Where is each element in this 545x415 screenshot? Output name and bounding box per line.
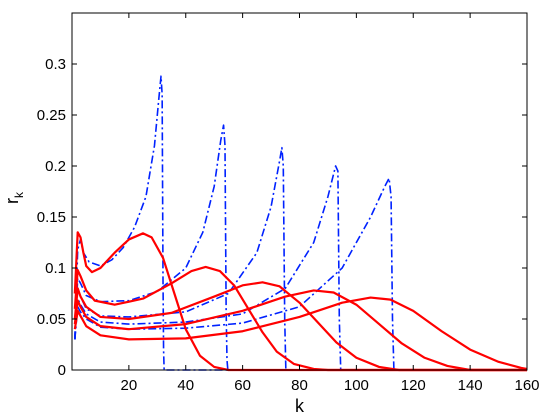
x-tick-label: 120 (401, 377, 426, 394)
y-axis-label: rk (2, 191, 26, 204)
y-tick-label: 0.1 (45, 260, 66, 277)
y-tick-label: 0.05 (37, 311, 66, 328)
tick-layer: 20 40 60 80 100 120 140 160 0 0.05 0.1 0.15 0.2 0.25 0… (37, 13, 540, 394)
y-tick-label: 0 (58, 362, 66, 379)
solid-series-line-6 (73, 231, 527, 372)
y-tick-label: 0.3 (45, 56, 66, 73)
x-tick-label: 140 (458, 377, 483, 394)
y-tick-label: 0.2 (45, 158, 66, 175)
dashdot-series-line-5 (74, 177, 527, 371)
y-axis-label-main: r (2, 198, 22, 204)
solid-series-line-7 (73, 265, 527, 372)
x-tick-label: 60 (234, 377, 251, 394)
solid-series-line-10 (73, 296, 528, 371)
x-tick-label: 160 (514, 377, 539, 394)
x-axis-label: k (295, 396, 305, 415)
dashdot-series-line-2 (74, 124, 527, 371)
solid-series-line-9 (73, 289, 527, 372)
y-axis-label-sub: k (12, 191, 26, 198)
x-tick-label: 40 (177, 377, 194, 394)
plot-background (72, 13, 527, 370)
solid-series-line-8 (73, 281, 527, 372)
plot-frame (71, 12, 528, 371)
y-tick-label: 0.15 (37, 209, 66, 226)
x-tick-label: 20 (121, 377, 138, 394)
x-tick-label: 80 (291, 377, 308, 394)
series-layer (73, 75, 528, 372)
x-tick-label: 100 (344, 377, 369, 394)
y-tick-label: 0.25 (37, 107, 66, 124)
dashdot-series-line-4 (74, 165, 527, 371)
